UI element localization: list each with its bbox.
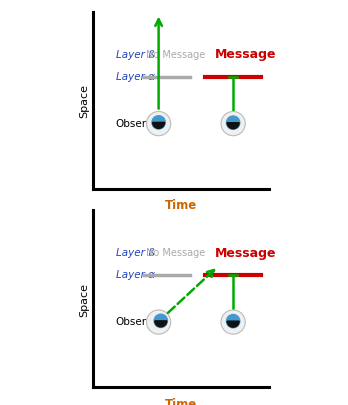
Circle shape [147,111,171,136]
Text: Time: Time [165,398,197,405]
Text: Layer α: Layer α [116,271,155,281]
Wedge shape [227,321,239,327]
Circle shape [221,310,245,334]
Text: No Message: No Message [145,248,205,258]
Circle shape [227,315,240,328]
Text: Space: Space [79,283,89,317]
Text: Time: Time [165,199,197,212]
Circle shape [152,116,165,129]
Text: No Message: No Message [145,50,205,60]
Text: Observer: Observer [116,317,164,327]
Text: Message: Message [214,48,276,61]
Text: Observer: Observer [116,119,164,129]
Text: Layer ß: Layer ß [116,248,155,258]
Circle shape [154,314,167,328]
Text: Layer ß: Layer ß [116,50,155,60]
Circle shape [147,310,171,334]
Wedge shape [227,123,239,129]
Text: Layer α: Layer α [116,72,155,82]
Text: Space: Space [79,84,89,118]
Wedge shape [155,321,167,327]
Circle shape [221,111,245,136]
Circle shape [227,116,240,129]
Wedge shape [153,122,165,128]
Text: Message: Message [214,247,276,260]
